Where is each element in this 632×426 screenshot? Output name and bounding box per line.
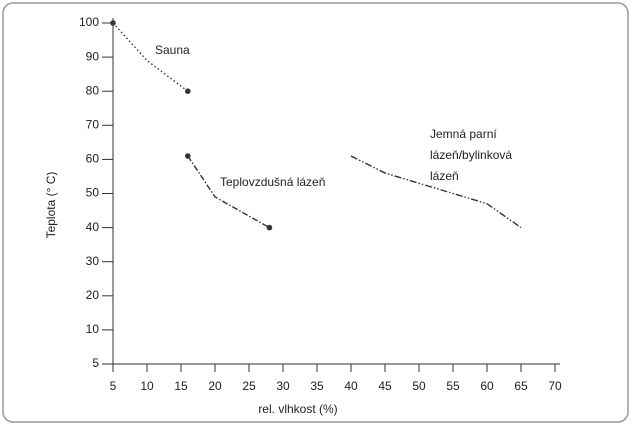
x-tick-label: 40: [344, 379, 358, 393]
x-tick-label: 15: [174, 379, 188, 393]
y-axis-label: Teplota (° C): [44, 172, 58, 239]
x-tick-label: 65: [514, 379, 528, 393]
series-label: Sauna: [155, 43, 190, 57]
x-tick-label: 5: [110, 379, 117, 393]
x-tick-label: 50: [412, 379, 426, 393]
y-tick-label: 40: [86, 220, 100, 234]
x-tick-label: 60: [480, 379, 494, 393]
y-tick-label: 10: [86, 322, 100, 336]
x-tick-label: 10: [140, 379, 154, 393]
series-line: [187, 155, 270, 229]
x-tick-label: 30: [276, 379, 290, 393]
x-tick-label: 25: [242, 379, 256, 393]
y-tick-label: 60: [86, 152, 100, 166]
point: [110, 20, 116, 26]
y-tick-label: 80: [86, 83, 100, 97]
y-tick-label: 30: [86, 254, 100, 268]
series-line: [112, 22, 189, 92]
x-tick-label: 45: [378, 379, 392, 393]
y-tick-label: 5: [92, 356, 99, 370]
y-tick-label: 70: [86, 117, 100, 131]
x-tick-label: 20: [208, 379, 222, 393]
x-axis-label: rel. vlhkost (%): [258, 402, 337, 416]
x-tick-label: 35: [310, 379, 324, 393]
y-tick-label: 50: [86, 186, 100, 200]
point: [266, 224, 273, 231]
series-label: Jemná parní lázeň/bylinková lázeň: [430, 127, 513, 183]
point: [185, 88, 191, 94]
y-tick-label: 20: [86, 288, 100, 302]
series-label: Teplovzdušná lázeň: [220, 175, 326, 189]
point: [185, 153, 191, 159]
y-tick-label: 100: [79, 15, 99, 29]
y-tick-label: 90: [86, 49, 100, 63]
x-tick-label: 55: [446, 379, 460, 393]
x-tick-label: 70: [548, 379, 562, 393]
